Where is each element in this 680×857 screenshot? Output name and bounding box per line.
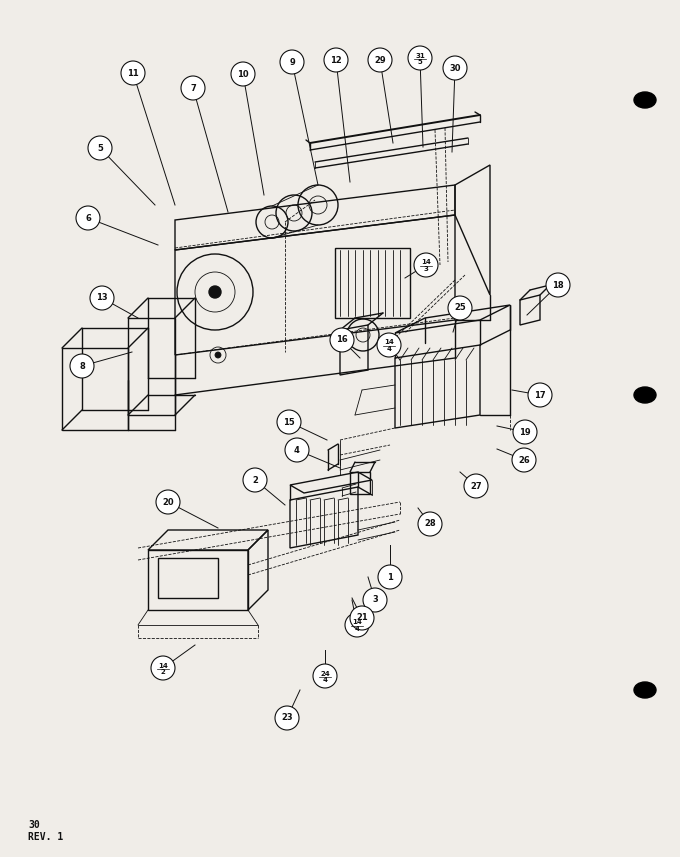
Text: 6: 6 [85,213,91,223]
Text: 9: 9 [289,57,295,67]
Circle shape [277,410,301,434]
Circle shape [330,328,354,352]
Text: 16: 16 [336,335,348,345]
Circle shape [377,333,401,357]
Circle shape [513,420,537,444]
Text: 3: 3 [372,596,378,604]
Text: 5: 5 [418,59,422,65]
Text: 17: 17 [534,391,546,399]
Text: 18: 18 [552,280,564,290]
Text: 5: 5 [97,143,103,153]
Circle shape [215,352,221,358]
Circle shape [156,490,180,514]
Circle shape [324,48,348,72]
Text: 3: 3 [424,266,428,272]
Text: 4: 4 [386,346,392,352]
Circle shape [280,50,304,74]
Text: 28: 28 [424,519,436,529]
Text: 14: 14 [158,662,168,668]
Text: 26: 26 [518,456,530,464]
Text: 10: 10 [237,69,249,79]
Text: 25: 25 [454,303,466,313]
Text: 14: 14 [352,620,362,626]
Text: 4: 4 [294,446,300,454]
Circle shape [368,48,392,72]
Ellipse shape [634,682,656,698]
Text: 2: 2 [160,669,165,675]
Circle shape [76,206,100,230]
Circle shape [209,286,221,298]
Text: 21: 21 [356,614,368,622]
Circle shape [528,383,552,407]
Circle shape [88,136,112,160]
Circle shape [243,468,267,492]
Circle shape [448,296,472,320]
Circle shape [512,448,536,472]
Text: 20: 20 [163,498,174,506]
Circle shape [90,286,114,310]
Text: 7: 7 [190,83,196,93]
Circle shape [121,61,145,85]
Text: 31: 31 [415,52,425,58]
Text: 29: 29 [374,56,386,64]
Text: 1: 1 [387,572,393,582]
Text: 23: 23 [282,714,293,722]
Bar [350,472,370,494]
Text: 8: 8 [79,362,85,370]
Text: 4: 4 [354,626,360,632]
Circle shape [181,76,205,100]
Circle shape [414,253,438,277]
Circle shape [285,438,309,462]
Circle shape [408,46,432,70]
Circle shape [350,606,374,630]
Text: 4: 4 [322,677,328,683]
Circle shape [378,565,402,589]
Circle shape [418,512,442,536]
Text: 12: 12 [330,56,342,64]
Circle shape [313,664,337,688]
Text: 13: 13 [96,293,108,303]
Bar [335,248,410,318]
Circle shape [70,354,94,378]
Text: 27: 27 [470,482,482,490]
Circle shape [275,706,299,730]
Text: 15: 15 [283,417,295,427]
Text: 30: 30 [449,63,461,73]
Circle shape [546,273,570,297]
Text: 24: 24 [320,670,330,676]
Text: 14: 14 [384,339,394,345]
Circle shape [363,588,387,612]
Circle shape [443,56,467,80]
Bar [158,558,218,598]
Circle shape [231,62,255,86]
Text: 19: 19 [520,428,531,436]
Ellipse shape [634,92,656,108]
Text: 30
REV. 1: 30 REV. 1 [28,820,63,842]
Text: 2: 2 [252,476,258,484]
Circle shape [345,613,369,637]
Text: 11: 11 [127,69,139,77]
Ellipse shape [634,387,656,403]
Circle shape [151,656,175,680]
Circle shape [464,474,488,498]
Text: 14: 14 [421,260,431,266]
